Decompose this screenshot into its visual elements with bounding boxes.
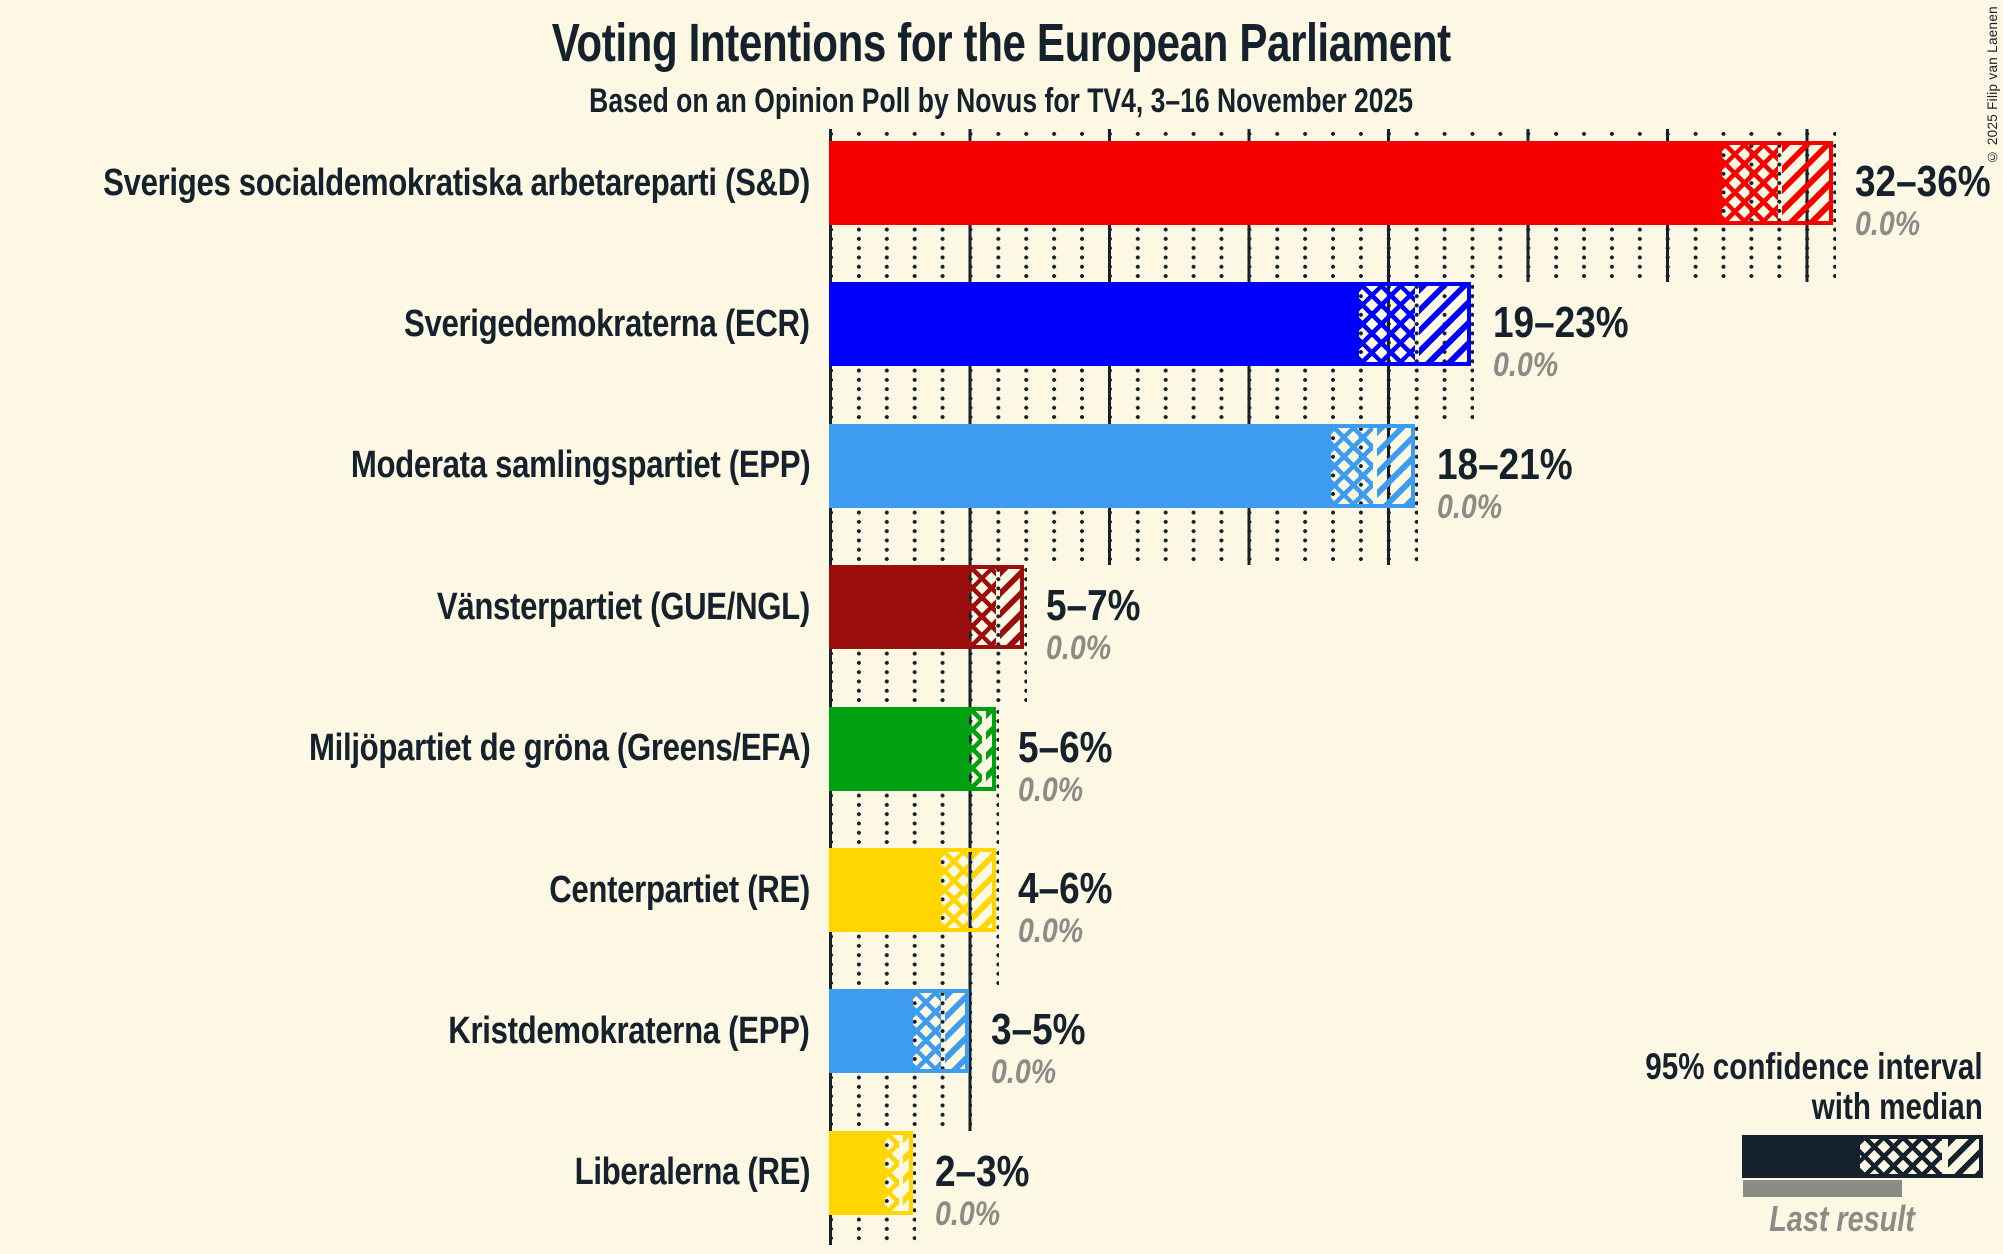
last-result-value: 0.0% <box>1018 770 1084 809</box>
last-result-value: 0.0% <box>1436 487 1502 526</box>
bar-crosshatch-segment <box>968 710 983 787</box>
value-labels: 18–21% 0.0% <box>1436 439 1598 526</box>
last-result-value: 0.0% <box>934 1194 1000 1233</box>
legend-crosshatch-segment <box>1860 1139 1942 1174</box>
bar-crosshatch-segment <box>968 569 997 646</box>
value-range-label: 19–23% <box>1492 298 1629 348</box>
bar-solid-segment <box>833 993 913 1070</box>
last-result-value: 0.0% <box>1018 912 1084 950</box>
party-label: Centerpartiet (RE) <box>492 848 810 932</box>
value-range-label: 32–36% <box>1855 157 1992 206</box>
party-label: Liberalerna (RE) <box>523 1131 811 1215</box>
bar-solid-segment <box>833 710 969 787</box>
party-bar <box>829 282 1471 367</box>
party-label-text: Liberalerna (RE) <box>574 1151 811 1194</box>
chart-title: Voting Intentions for the European Parli… <box>551 13 1452 73</box>
party-bar <box>829 565 1025 650</box>
value-labels: 19–23% 0.0% <box>1492 298 1654 385</box>
legend-sample-bar <box>1742 1135 1983 1178</box>
bar-solid-segment <box>833 286 1360 363</box>
value-range-label: 5–6% <box>1018 722 1113 772</box>
legend-title: 95% confidence interval with median <box>1561 1047 1983 1127</box>
party-bar <box>829 141 1834 225</box>
value-labels: 3–5% 0.0% <box>990 1005 1104 1092</box>
bar-diagonal-segment <box>1781 145 1830 221</box>
bar-solid-segment <box>833 145 1722 221</box>
party-bar <box>829 848 997 932</box>
bar-crosshatch-segment <box>1721 145 1778 221</box>
legend-title-line1: 95% confidence interval <box>1645 1046 1983 1087</box>
last-result-value: 0.0% <box>1046 629 1112 668</box>
party-bar <box>829 989 969 1074</box>
party-label: Sveriges socialdemokratiska arbetarepart… <box>0 141 810 225</box>
chart-subtitle: Based on an Opinion Poll by Novus for TV… <box>589 82 1414 120</box>
last-result-value: 0.0% <box>990 1053 1056 1092</box>
legend-last-result-label: Last result <box>1769 1198 1916 1239</box>
party-label-text: Kristdemokraterna (EPP) <box>448 1009 811 1052</box>
bar-diagonal-segment <box>902 1134 909 1211</box>
value-labels: 5–6% 0.0% <box>1018 722 1131 809</box>
copyright-notice: © 2025 Filip van Laenen <box>1985 6 2000 165</box>
chart-subtitle-wrap: Based on an Opinion Poll by Novus for TV… <box>0 82 2003 121</box>
value-range-label: 4–6% <box>1018 864 1113 913</box>
legend-title-line2: with median <box>1811 1086 1983 1127</box>
party-bar <box>829 706 997 791</box>
value-range-label: 5–7% <box>1046 581 1141 631</box>
bar-diagonal-segment <box>972 852 993 928</box>
party-bar <box>829 1130 913 1215</box>
bar-diagonal-segment <box>944 993 965 1070</box>
bar-crosshatch-segment <box>1331 427 1373 504</box>
party-label: Vänsterpartiet (GUE/NGL) <box>355 565 810 649</box>
bar-crosshatch-segment <box>884 1134 899 1211</box>
gridlines-band <box>829 129 1837 141</box>
party-label: Moderata samlingspartiet (EPP) <box>250 424 811 508</box>
legend-last-result-bar <box>1743 1180 1902 1197</box>
bar-solid-segment <box>833 1134 885 1211</box>
party-label-text: Centerpartiet (RE) <box>549 868 810 911</box>
page-title: Voting Intentions for the European Parli… <box>0 12 2003 74</box>
value-range-label: 2–3% <box>934 1146 1030 1196</box>
party-label-text: Miljöpartiet de gröna (Greens/EFA) <box>308 727 811 770</box>
party-label: Sverigedemokraterna (ECR) <box>315 282 810 366</box>
bar-diagonal-segment <box>1418 286 1467 363</box>
bar-diagonal-segment <box>986 710 993 787</box>
value-labels: 5–7% 0.0% <box>1046 581 1159 668</box>
value-range-label: 3–5% <box>990 1005 1086 1055</box>
bar-crosshatch-segment <box>1359 286 1415 363</box>
last-result-value: 0.0% <box>1855 205 1921 243</box>
bar-crosshatch-segment <box>940 852 969 928</box>
party-label-text: Moderata samlingspartiet (EPP) <box>350 444 811 487</box>
party-label: Miljöpartiet de gröna (Greens/EFA) <box>199 707 811 791</box>
party-label-text: Vänsterpartiet (GUE/NGL) <box>436 585 810 628</box>
value-labels: 4–6% 0.0% <box>1018 864 1131 951</box>
bar-diagonal-segment <box>1000 569 1021 646</box>
last-result-value: 0.0% <box>1492 346 1558 385</box>
value-labels: 2–3% 0.0% <box>934 1146 1048 1233</box>
bar-solid-segment <box>833 852 941 928</box>
party-bar <box>829 423 1415 508</box>
legend-diagonal-segment <box>1948 1139 1979 1174</box>
bar-solid-segment <box>833 569 969 646</box>
bar-crosshatch-segment <box>912 993 941 1070</box>
bar-solid-segment <box>833 427 1332 504</box>
party-label-text: Sveriges socialdemokratiska arbetarepart… <box>103 161 810 204</box>
value-range-label: 18–21% <box>1436 439 1573 489</box>
bar-diagonal-segment <box>1376 427 1411 504</box>
party-label: Kristdemokraterna (EPP) <box>369 989 811 1073</box>
value-labels: 32–36% 0.0% <box>1855 157 2003 244</box>
legend-solid-segment <box>1746 1139 1860 1174</box>
party-label-text: Sverigedemokraterna (ECR) <box>404 302 810 345</box>
